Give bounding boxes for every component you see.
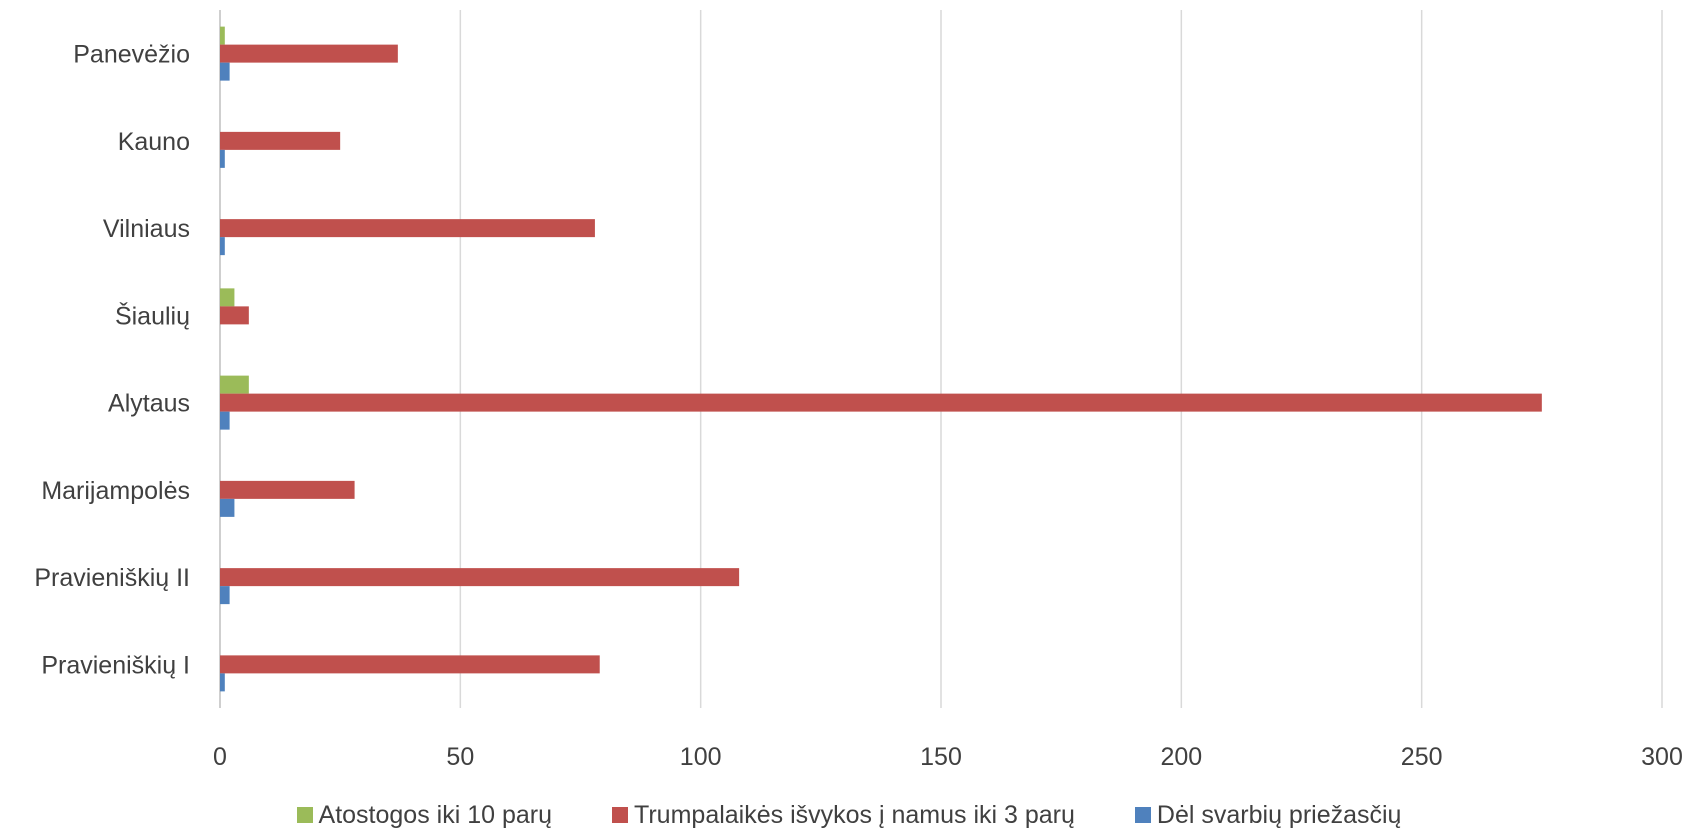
bars	[220, 26, 1542, 692]
bar	[220, 131, 341, 150]
bar	[220, 149, 225, 168]
x-tick-label: 0	[213, 743, 227, 771]
category-label: Pravieniškių I	[41, 651, 190, 679]
bar	[220, 26, 225, 45]
bar	[220, 655, 600, 674]
category-label: Alytaus	[108, 390, 190, 418]
bar	[220, 237, 225, 256]
x-tick-label: 200	[1160, 743, 1202, 771]
bar	[220, 568, 740, 587]
x-tick-label: 300	[1641, 743, 1683, 771]
bar	[220, 586, 230, 605]
bar	[220, 219, 595, 238]
legend-label: Trumpalaikės išvykos į namus iki 3 parų	[634, 800, 1075, 829]
bar	[220, 673, 225, 692]
category-label: Panevėžio	[73, 41, 190, 69]
category-label: Kauno	[118, 128, 190, 156]
bar	[220, 411, 230, 430]
x-tick-label: 150	[920, 743, 962, 771]
legend-swatch	[1134, 807, 1151, 823]
legend-swatch	[612, 807, 629, 823]
legend-label: Atostogos iki 10 parų	[318, 800, 553, 829]
bar	[220, 480, 355, 499]
legend: Atostogos iki 10 parų Trumpalaikės išvyko…	[0, 795, 1698, 835]
bar	[220, 288, 235, 307]
legend-swatch	[296, 807, 313, 823]
legend-item: Trumpalaikės išvykos į namus iki 3 parų	[612, 801, 1075, 830]
bar	[220, 44, 398, 63]
gridlines	[219, 10, 1663, 708]
category-label: Pravieniškių II	[34, 564, 190, 592]
legend-label: Dėl svarbių priežasčių	[1156, 800, 1402, 829]
legend-item: Atostogos iki 10 parų	[296, 800, 553, 830]
category-label: Marijampolės	[41, 477, 190, 505]
category-labels: Panevėžio Kauno Vilniaus Šiaulių Alytaus Mari…	[34, 41, 190, 680]
category-label: Vilniaus	[103, 215, 190, 243]
category-label: Šiaulių	[115, 301, 190, 330]
x-tick-label: 250	[1401, 743, 1443, 771]
bar	[220, 375, 249, 394]
bar	[220, 498, 235, 517]
bar	[220, 306, 249, 325]
x-tick-label: 50	[446, 743, 474, 771]
x-tick-labels: 0 50 100 150 200 250 300	[213, 743, 1683, 771]
bar	[220, 62, 230, 81]
x-tick-label: 100	[680, 743, 722, 771]
bar	[220, 393, 1542, 412]
legend-item: Dėl svarbių priežasčių	[1134, 800, 1402, 830]
